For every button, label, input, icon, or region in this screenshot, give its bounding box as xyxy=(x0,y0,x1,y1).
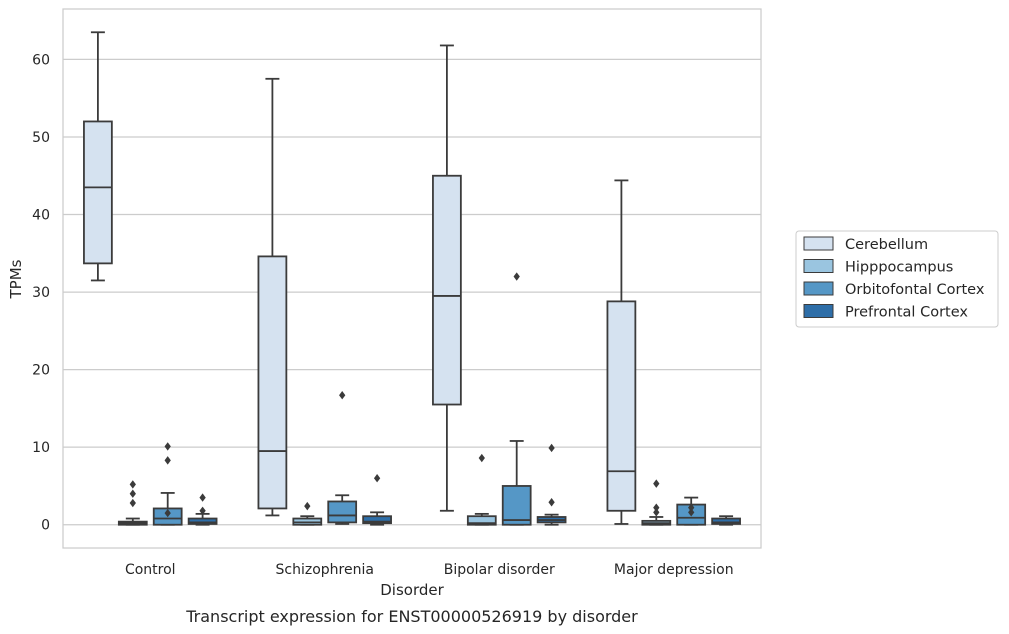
box-group xyxy=(501,272,532,526)
outlier-point xyxy=(653,508,660,517)
box-group xyxy=(362,474,392,526)
box-group xyxy=(641,479,672,526)
box-group xyxy=(327,391,358,525)
box xyxy=(606,300,637,512)
legend-swatch xyxy=(803,304,834,318)
outlier-point xyxy=(304,501,311,511)
outlier-point xyxy=(164,508,171,518)
outlier-point xyxy=(548,443,555,453)
outlier-point xyxy=(688,503,695,512)
box-group xyxy=(536,443,567,526)
legend-swatch xyxy=(803,236,834,251)
box-group xyxy=(83,31,113,282)
box xyxy=(501,485,532,526)
y-tick-label: 20 xyxy=(32,363,50,379)
outlier-point xyxy=(164,442,171,451)
legend-label: Prefrontal Cortex xyxy=(845,305,968,321)
box-group xyxy=(292,501,323,526)
box-group xyxy=(466,453,497,526)
legend-label: Orbitofontal Cortex xyxy=(845,282,985,298)
outlier-point xyxy=(199,493,206,502)
x-tick-label: Major depression xyxy=(614,562,734,578)
outlier-point xyxy=(548,498,555,507)
y-tick-label: 60 xyxy=(32,52,50,68)
box xyxy=(432,174,462,406)
box-group xyxy=(187,493,218,526)
box xyxy=(83,120,113,265)
x-axis-label: Disorder xyxy=(380,581,444,599)
y-tick-label: 10 xyxy=(32,440,50,456)
outlier-point xyxy=(513,272,520,281)
chart-caption: Transcript expression for ENST0000052691… xyxy=(185,607,638,626)
plot-area-frame xyxy=(62,8,762,549)
outlier-point xyxy=(129,498,136,508)
box xyxy=(711,517,741,525)
outlier-point xyxy=(164,456,171,465)
y-tick-label: 50 xyxy=(32,130,50,146)
outlier-point xyxy=(653,479,660,488)
outlier-point xyxy=(478,453,485,463)
box-group xyxy=(432,44,462,512)
box-group xyxy=(257,77,288,517)
legend-label: Cerebellum xyxy=(845,237,928,253)
boxes-layer xyxy=(83,31,741,526)
x-tick-label: Schizophrenia xyxy=(276,562,374,578)
outlier-point xyxy=(129,489,136,498)
axis-ticks: 0 10 20 30 40 50 60 Control Schizophrenia Bipolar… xyxy=(32,52,733,578)
legend-swatch xyxy=(803,281,834,296)
box-group xyxy=(152,442,183,526)
x-tick-label: Bipolar disorder xyxy=(444,562,555,578)
gridlines xyxy=(63,58,761,526)
outlier-point xyxy=(129,480,136,489)
outlier-point xyxy=(688,508,695,517)
box xyxy=(362,515,392,525)
box-group xyxy=(606,179,637,525)
box-group xyxy=(711,515,741,526)
legend: Cerebellum Hipppocampus Orbitofontal Corte… xyxy=(795,230,999,328)
box-group xyxy=(676,496,707,526)
box xyxy=(466,515,497,526)
box xyxy=(187,517,218,525)
outlier-point xyxy=(653,503,660,512)
outlier-point xyxy=(199,506,206,515)
outlier-point xyxy=(339,391,346,400)
y-tick-label: 0 xyxy=(41,518,50,534)
x-tick-label: Control xyxy=(125,562,176,578)
y-tick-label: 40 xyxy=(32,208,50,224)
y-axis-label: TPMs xyxy=(7,259,25,299)
legend-frame xyxy=(795,230,999,328)
legend-label: Hipppocampus xyxy=(845,260,953,276)
legend-swatch xyxy=(803,259,834,273)
y-tick-label: 30 xyxy=(32,285,50,301)
box xyxy=(257,255,288,510)
box-group xyxy=(117,480,148,526)
outlier-point xyxy=(373,474,381,483)
box xyxy=(327,500,358,524)
